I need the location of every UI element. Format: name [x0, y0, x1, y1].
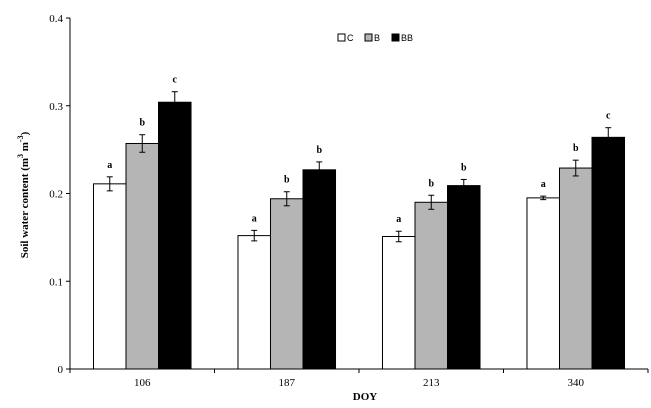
x-axis-title: DOY	[353, 391, 378, 403]
y-tick-label: 0.3	[49, 101, 63, 113]
bar-bb-340	[591, 136, 626, 370]
significance-label: a	[252, 213, 257, 224]
legend-swatch-c	[337, 33, 346, 42]
legend-label-b: B	[374, 33, 380, 43]
x-tick-label: 187	[279, 377, 296, 389]
significance-label: a	[541, 179, 546, 190]
x-tick-label: 213	[423, 377, 440, 389]
significance-label: c	[606, 111, 611, 122]
legend-swatch-b	[364, 33, 373, 42]
significance-label: c	[173, 75, 178, 86]
y-tick-label: 0.2	[49, 189, 63, 201]
significance-label: b	[428, 178, 434, 189]
y-tick-label: 0	[58, 364, 64, 376]
significance-label: a	[107, 160, 112, 171]
bar-bb-187	[302, 169, 337, 370]
significance-label: b	[139, 118, 145, 129]
legend-swatch-bb	[391, 33, 400, 42]
x-tick-label: 340	[568, 377, 585, 389]
bar-b-187	[269, 198, 304, 370]
bar-c-340	[526, 197, 560, 370]
x-tick-label: 106	[134, 377, 151, 389]
significance-label: b	[461, 162, 467, 173]
bar-c-187	[237, 235, 271, 370]
y-tick-label: 0.1	[49, 276, 63, 288]
significance-label: b	[284, 175, 290, 186]
bar-b-213	[414, 201, 449, 370]
bar-bb-106	[158, 101, 192, 370]
bar-bb-213	[447, 185, 481, 370]
bar-c-106	[92, 183, 127, 370]
legend-label-c: C	[347, 33, 354, 43]
y-axis-title: Soil water content (m3 m-3)	[16, 131, 31, 258]
bar-b-340	[558, 167, 593, 370]
bar-b-106	[125, 142, 160, 370]
significance-label: a	[396, 214, 401, 225]
significance-label: b	[573, 143, 579, 154]
y-tick-label: 0.4	[49, 13, 63, 25]
y-axis: 0 0.1 0.2 0.3 0.4	[49, 13, 71, 376]
bar-c-213	[381, 235, 416, 370]
significance-label: b	[316, 145, 322, 156]
x-axis: 106 187 213 340	[69, 368, 649, 389]
legend-label-bb: BB	[401, 33, 413, 43]
legend: C B BB	[337, 33, 413, 43]
bars: a a a a b b b b c b b c	[92, 75, 626, 370]
